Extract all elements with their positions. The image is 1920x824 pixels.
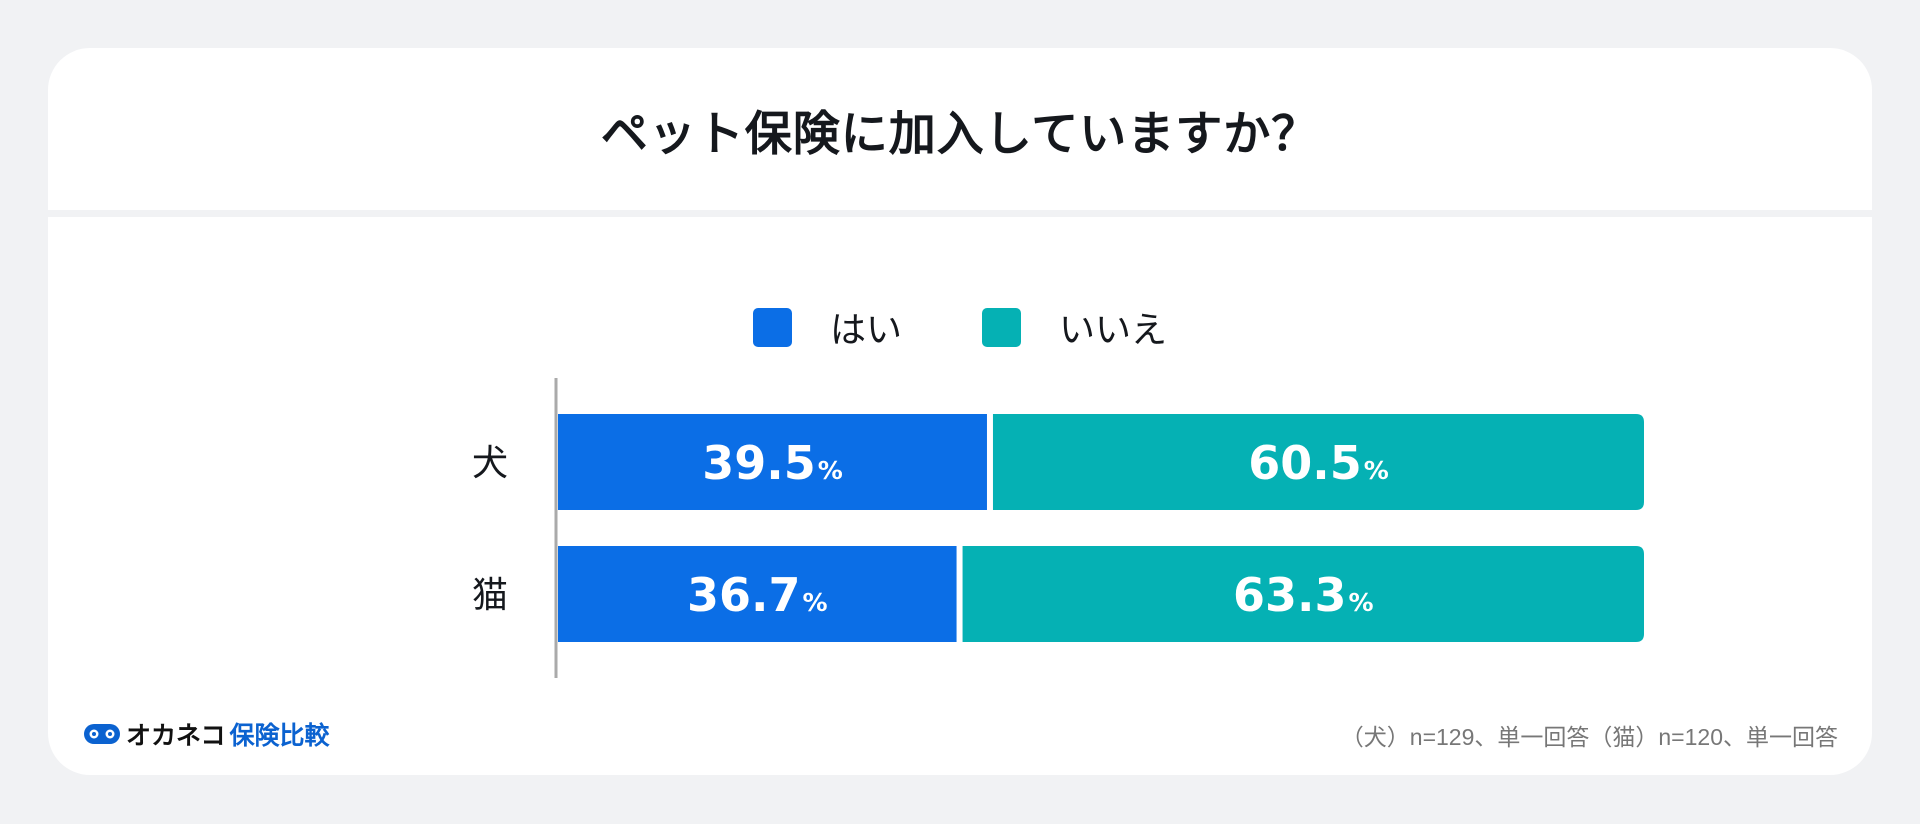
legend-swatch-yes: [752, 307, 792, 347]
bar-0-0: [558, 414, 987, 510]
owl-face-icon: [84, 724, 120, 744]
legend-swatch-no: [982, 307, 1021, 347]
category-label-0: 犬: [472, 443, 508, 484]
legend-label-no: いいえ: [1059, 310, 1168, 351]
logo-text-main: オカネコ: [126, 721, 226, 750]
header-divider: [48, 210, 1872, 217]
brand-logo: オカネコ 保険比較: [84, 716, 330, 752]
category-label-1: 猫: [472, 575, 508, 616]
chart-legend: はい いいえ: [48, 301, 1872, 353]
stacked-bar-chart: 犬 39.5% 60.5% 猫 36.7% 63.3%: [472, 378, 1644, 678]
data-label-0-0: 39.5%: [702, 436, 843, 490]
legend-item-no: いいえ: [982, 301, 1167, 353]
sample-size-note: （犬）n=129、単一回答（猫）n=120、単一回答: [1340, 724, 1838, 750]
legend-item-yes: はい: [752, 301, 902, 353]
bar-1-0: [558, 546, 957, 642]
chart-card: ペット保険に加入していますか？ はい いいえ 犬 39.5% 60.5% 猫 36.7%…: [48, 48, 1872, 775]
data-label-1-0: 36.7%: [687, 568, 828, 622]
chart-header: ペット保険に加入していますか？: [48, 48, 1872, 210]
logo-text-sub: 保険比較: [229, 721, 330, 750]
data-label-0-1: 60.5%: [1248, 436, 1389, 490]
bar-0-1: [992, 414, 1644, 510]
chart-title: ペット保険に加入していますか？: [600, 106, 1320, 162]
legend-label-yes: はい: [829, 310, 902, 351]
bar-1-1: [962, 546, 1644, 642]
data-label-1-1: 63.3%: [1233, 568, 1374, 622]
